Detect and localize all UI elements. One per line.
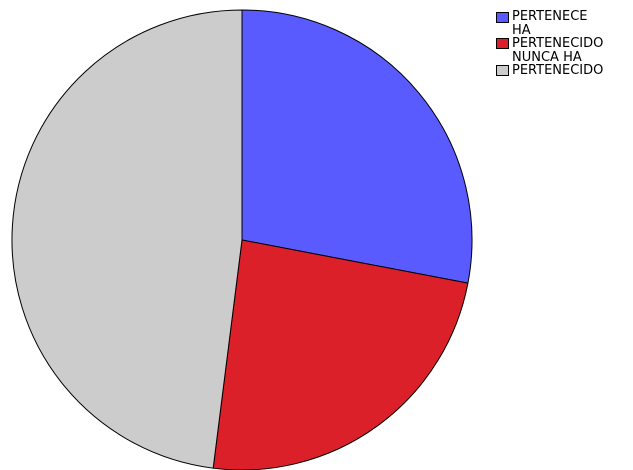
legend-label-pertenece: PERTENECE [512,9,588,24]
legend-item-pertenece: PERTENECE [496,10,633,23]
chart-legend: PERTENECE HA PERTENECIDO NUNCA HA PERTEN… [496,10,633,78]
pie-slice-nunca-ha-pertenecido [11,9,243,469]
legend-swatch-ha-pertenecido [496,38,509,49]
pie-slice-pertenece [241,9,473,284]
legend-swatch-nunca-ha-pertenecido [496,65,509,76]
legend-item-nunca-ha-pertenecido: NUNCA HA PERTENECIDO [496,51,633,77]
legend-label-nunca-ha-pertenecido: NUNCA HA PERTENECIDO [512,50,604,78]
legend-label-ha-pertenecido: HA PERTENECIDO [512,23,604,51]
legend-swatch-pertenece [496,12,509,23]
legend-item-ha-pertenecido: HA PERTENECIDO [496,24,633,50]
